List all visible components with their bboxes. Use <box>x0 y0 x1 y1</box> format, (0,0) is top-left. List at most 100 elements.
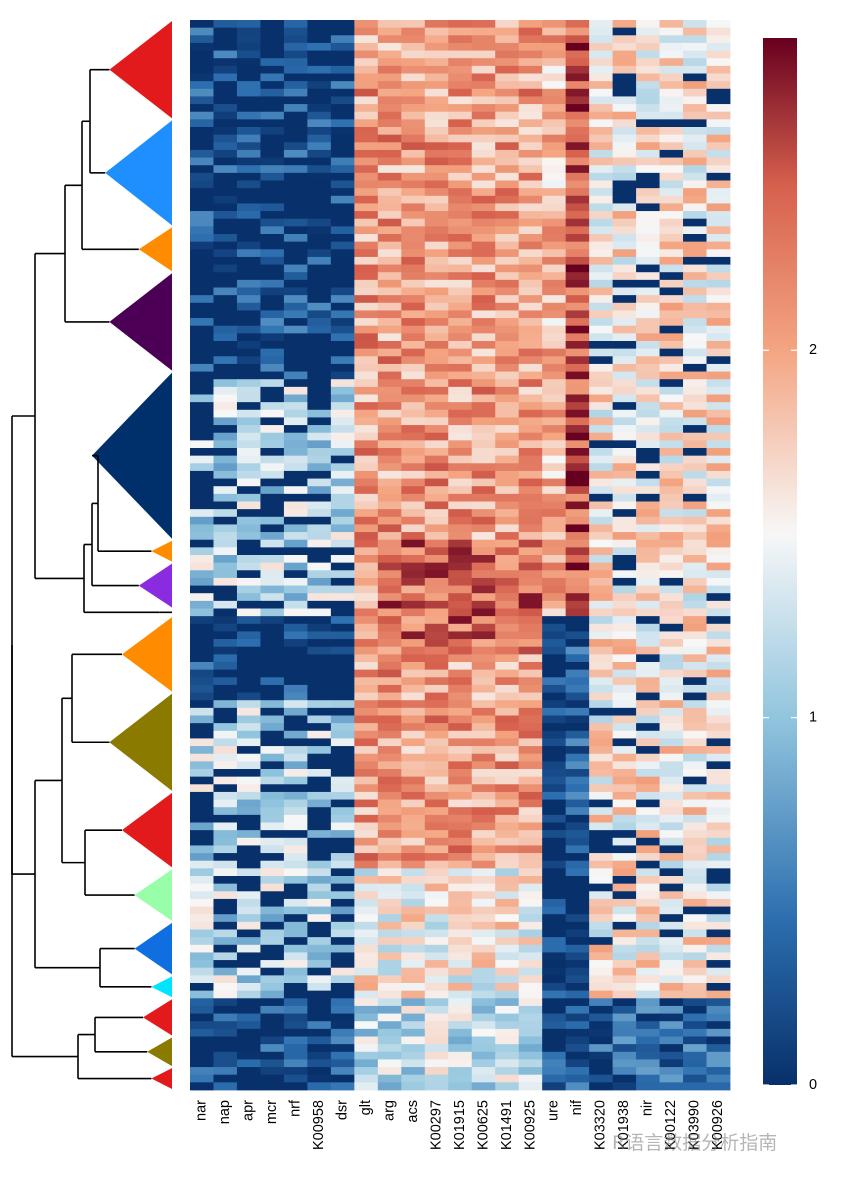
heatmap-cell <box>401 639 426 648</box>
heatmap-cell <box>612 623 637 632</box>
heatmap-cell <box>471 1028 496 1037</box>
heatmap-cell <box>330 799 355 808</box>
heatmap-cell <box>260 58 285 67</box>
heatmap-cell <box>307 715 332 724</box>
heatmap-cell <box>307 379 332 388</box>
heatmap-cell <box>612 96 637 105</box>
heatmap-cell <box>354 50 379 59</box>
heatmap-cell <box>518 516 543 525</box>
heatmap-cell <box>612 432 637 441</box>
heatmap-cell <box>518 417 543 426</box>
heatmap-cell <box>213 1044 238 1053</box>
heatmap-cell <box>401 516 426 525</box>
heatmap-cell <box>495 914 520 923</box>
heatmap-cell <box>283 906 308 915</box>
cluster-triangle <box>109 273 172 371</box>
heatmap-cell <box>589 386 614 395</box>
heatmap-cell <box>213 814 238 823</box>
heatmap-cell <box>612 516 637 525</box>
heatmap-cell <box>518 478 543 487</box>
heatmap-cell <box>683 409 707 418</box>
heatmap-cell <box>659 218 684 227</box>
heatmap-cell <box>565 646 590 655</box>
heatmap-cell <box>542 631 567 640</box>
heatmap-cell <box>683 677 707 686</box>
heatmap-cell <box>589 784 614 793</box>
heatmap-cell <box>236 998 261 1007</box>
heatmap-cell <box>542 837 567 846</box>
heatmap-cell <box>424 730 449 739</box>
heatmap-cell <box>190 631 214 640</box>
heatmap-cell <box>236 318 261 327</box>
heatmap-cell <box>636 119 660 128</box>
heatmap-cell <box>377 944 402 953</box>
heatmap-cell <box>377 769 402 778</box>
heatmap-cell <box>401 226 426 235</box>
heatmap-cell <box>236 111 261 120</box>
heatmap-cell <box>377 356 402 365</box>
heatmap-cell <box>283 432 308 441</box>
heatmap-cell <box>683 814 707 823</box>
heatmap-cell <box>612 65 637 74</box>
heatmap-cell <box>377 730 402 739</box>
column-label: acs <box>405 1100 421 1123</box>
heatmap-cell <box>683 203 707 212</box>
heatmap-cell <box>424 646 449 655</box>
heatmap-cell <box>706 807 731 816</box>
heatmap-cell <box>236 440 261 449</box>
heatmap-cell <box>377 837 402 846</box>
heatmap-cell <box>401 707 426 716</box>
heatmap-cell <box>518 562 543 571</box>
heatmap-cell <box>495 264 520 273</box>
column-label: K00297 <box>428 1100 444 1150</box>
heatmap-cell <box>330 1051 355 1060</box>
heatmap-cell <box>565 921 590 930</box>
heatmap-cell <box>330 616 355 625</box>
heatmap-cell <box>565 983 590 992</box>
heatmap-cell <box>283 807 308 816</box>
heatmap-cell <box>659 356 684 365</box>
heatmap-cell <box>236 180 261 189</box>
heatmap-cell <box>565 577 590 586</box>
heatmap-cell <box>542 769 567 778</box>
heatmap-cell <box>190 791 214 800</box>
heatmap-cell <box>401 532 426 541</box>
heatmap-cell <box>565 593 590 602</box>
heatmap-cell <box>683 616 707 625</box>
heatmap-cell <box>495 593 520 602</box>
heatmap-cell <box>190 272 214 281</box>
heatmap-cell <box>565 937 590 946</box>
heatmap-cell <box>213 1036 238 1045</box>
heatmap-cell <box>190 769 214 778</box>
heatmap-cell <box>213 753 238 762</box>
heatmap-cell <box>213 119 238 128</box>
heatmap-cell <box>565 226 590 235</box>
heatmap-cell <box>354 944 379 953</box>
heatmap-cell <box>307 501 332 510</box>
heatmap-cell <box>706 81 731 90</box>
heatmap-cell <box>236 654 261 663</box>
heatmap-cell <box>424 119 449 128</box>
heatmap-cell <box>401 960 426 969</box>
heatmap-cell <box>565 761 590 770</box>
heatmap-cell <box>213 180 238 189</box>
heatmap-cell <box>330 898 355 907</box>
heatmap-cell <box>236 493 261 502</box>
heatmap-cell <box>213 692 238 701</box>
heatmap-cell <box>612 264 637 273</box>
heatmap-cell <box>307 876 332 885</box>
heatmap-cell <box>659 906 684 915</box>
heatmap-cell <box>589 402 614 411</box>
heatmap-cell <box>377 218 402 227</box>
heatmap-cell <box>636 684 660 693</box>
heatmap-cell <box>236 1082 261 1091</box>
heatmap-cell <box>612 692 637 701</box>
heatmap-cell <box>471 1013 496 1022</box>
heatmap-cell <box>448 738 473 747</box>
heatmap-cell <box>612 470 637 479</box>
heatmap-cell <box>612 593 637 602</box>
heatmap-cell <box>542 287 567 296</box>
heatmap-cell <box>683 707 707 716</box>
heatmap-cell <box>448 111 473 120</box>
heatmap-cell <box>377 746 402 755</box>
